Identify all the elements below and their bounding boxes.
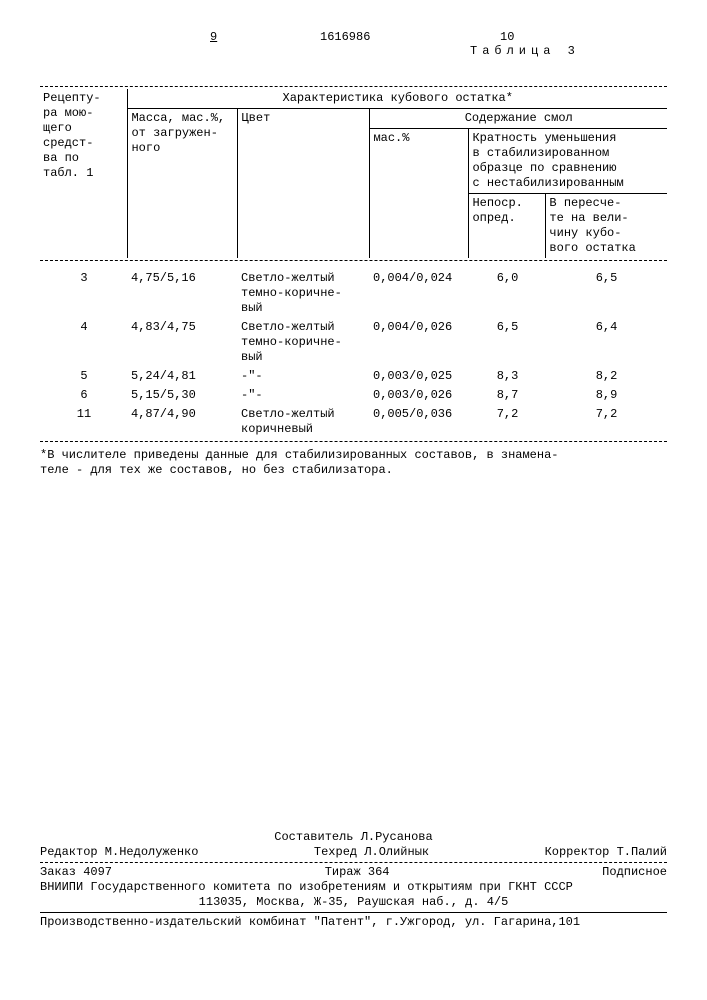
cell: 8,7 <box>469 386 546 405</box>
corrector: Корректор Т.Палий <box>545 845 667 860</box>
group-resin: Содержание смол <box>370 109 667 129</box>
col-mult: Кратность уменьшения в стабилизированном… <box>469 129 667 194</box>
rule <box>40 86 667 87</box>
cell: 0,005/0,036 <box>370 405 469 439</box>
order: Заказ 4097 <box>40 865 112 880</box>
doc-number: 1616986 <box>320 30 370 45</box>
cell: 4,83/4,75 <box>128 318 238 367</box>
cell: Светло-желтый темно-коричне- вый <box>238 318 370 367</box>
table-footnote: *В числителе приведены данные для стабил… <box>40 448 667 478</box>
table-row: 44,83/4,75Светло-желтый темно-коричне- в… <box>40 318 667 367</box>
rule <box>40 260 667 261</box>
cell: 8,2 <box>546 367 667 386</box>
rule <box>40 441 667 442</box>
cell: 4,87/4,90 <box>128 405 238 439</box>
techred: Техред Л.Олийнык <box>314 845 429 860</box>
imprint-footer: Составитель Л.Русанова Редактор М.Недолу… <box>40 830 667 930</box>
cell: 6 <box>40 386 128 405</box>
cell: Светло-желтый коричневый <box>238 405 370 439</box>
cell: 0,003/0,026 <box>370 386 469 405</box>
cell: -"- <box>238 367 370 386</box>
cell: Светло-желтый темно-коричне- вый <box>238 269 370 318</box>
cell: -"- <box>238 386 370 405</box>
cell: 6,5 <box>469 318 546 367</box>
cell: 4 <box>40 318 128 367</box>
cell: 7,2 <box>546 405 667 439</box>
page-number-left: 9 <box>210 30 217 45</box>
table-row: 65,15/5,30-"-0,003/0,0268,78,9 <box>40 386 667 405</box>
page-number-right: 10 <box>500 30 514 45</box>
org-line-2: 113035, Москва, Ж-35, Раушская наб., д. … <box>40 895 667 910</box>
cell: 6,0 <box>469 269 546 318</box>
cell: 5 <box>40 367 128 386</box>
org-line-3: Производственно-издательский комбинат "П… <box>40 915 667 930</box>
org-line-1: ВНИИПИ Государственного комитета по изоб… <box>40 880 667 895</box>
table-row: 34,75/5,16Светло-желтый темно-коричне- в… <box>40 269 667 318</box>
cell: 0,004/0,026 <box>370 318 469 367</box>
table-row: 114,87/4,90Светло-желтый коричневый0,005… <box>40 405 667 439</box>
group-hdr: Характеристика кубового остатка* <box>128 89 667 109</box>
cell: 8,9 <box>546 386 667 405</box>
col-mult-b: В пересче- те на вели- чину кубо- вого о… <box>546 194 667 259</box>
table-body: 34,75/5,16Светло-желтый темно-коричне- в… <box>40 269 667 439</box>
cell: 6,5 <box>546 269 667 318</box>
cell: 0,003/0,025 <box>370 367 469 386</box>
editor: Редактор М.Недолуженко <box>40 845 198 860</box>
col-maspct: мас.% <box>370 129 469 259</box>
col-mult-a: Непоср. опред. <box>469 194 546 259</box>
cell: 11 <box>40 405 128 439</box>
cell: 6,4 <box>546 318 667 367</box>
table-row: 55,24/4,81-"-0,003/0,0258,38,2 <box>40 367 667 386</box>
cell: 0,004/0,024 <box>370 269 469 318</box>
col-color: Цвет <box>238 109 370 259</box>
podpis: Подписное <box>602 865 667 880</box>
compiler: Составитель Л.Русанова <box>40 830 667 845</box>
cell: 4,75/5,16 <box>128 269 238 318</box>
col-mass: Масса, мас.%, от загружен- ного <box>128 109 238 259</box>
tirazh: Тираж 364 <box>325 865 390 880</box>
cell: 8,3 <box>469 367 546 386</box>
cell: 3 <box>40 269 128 318</box>
table-title: Таблица 3 <box>470 44 580 59</box>
table-header: Рецепту- ра мою- щего средст- ва по табл… <box>40 89 667 258</box>
cell: 5,24/4,81 <box>128 367 238 386</box>
cell: 5,15/5,30 <box>128 386 238 405</box>
col-recipe: Рецепту- ра мою- щего средст- ва по табл… <box>40 89 128 258</box>
cell: 7,2 <box>469 405 546 439</box>
